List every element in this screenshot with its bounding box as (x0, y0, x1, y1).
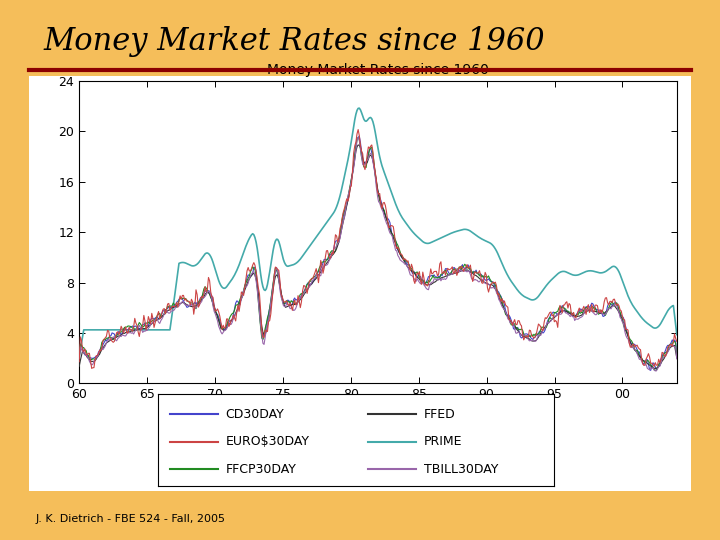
Text: TBILL30DAY: TBILL30DAY (423, 463, 498, 476)
Text: J. K. Dietrich - FBE 524 - Fall, 2005: J. K. Dietrich - FBE 524 - Fall, 2005 (36, 514, 226, 524)
Text: EURO$30DAY: EURO$30DAY (226, 435, 310, 448)
Text: CD30DAY: CD30DAY (226, 408, 284, 421)
Text: FFED: FFED (423, 408, 456, 421)
Text: PRIME: PRIME (423, 435, 462, 448)
Text: Money Market Rates since 1960: Money Market Rates since 1960 (43, 26, 545, 57)
Title: Money Market Rates since 1960: Money Market Rates since 1960 (267, 63, 489, 77)
Text: FFCP30DAY: FFCP30DAY (226, 463, 297, 476)
